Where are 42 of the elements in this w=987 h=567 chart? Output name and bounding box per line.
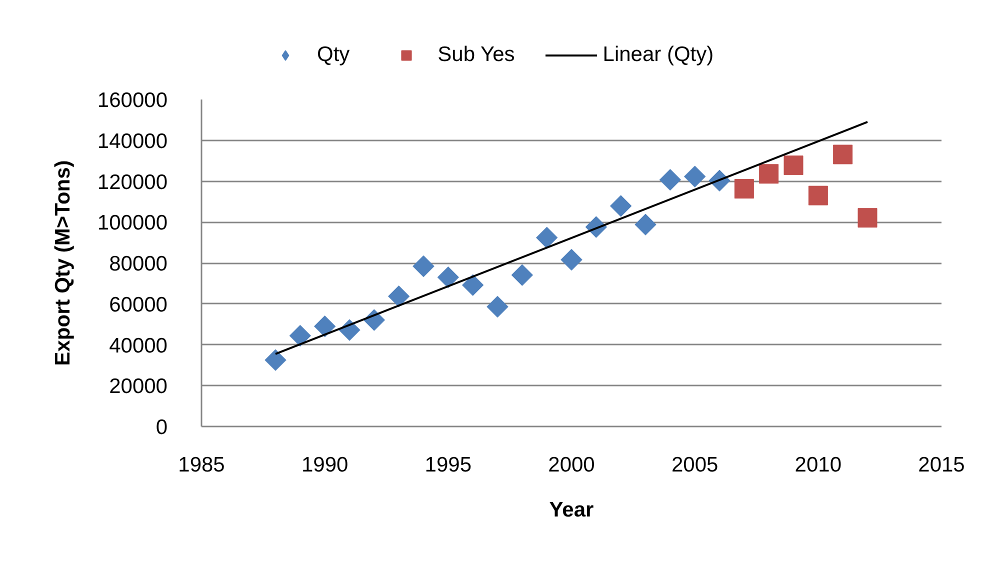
y-tick-label: 60000 <box>109 293 168 316</box>
x-tick-label: 1990 <box>301 454 348 476</box>
y-tick-label: 120000 <box>97 170 168 194</box>
y-tick-label: 20000 <box>109 375 168 398</box>
point <box>833 144 853 164</box>
y-tick-label: 80000 <box>109 252 168 276</box>
point <box>437 266 460 288</box>
y-tick-label: 100000 <box>97 212 168 235</box>
point <box>462 274 484 296</box>
point <box>388 285 410 308</box>
point <box>511 264 534 286</box>
x-tick-label: 2000 <box>548 454 595 476</box>
y-tick-label: 40000 <box>109 334 168 358</box>
point <box>659 168 682 191</box>
point <box>536 226 558 249</box>
legend-label: Qty <box>317 43 350 67</box>
point <box>734 179 754 199</box>
x-tick-label: 2010 <box>794 454 842 476</box>
x-axis-title: Year <box>549 498 594 522</box>
point <box>486 296 508 318</box>
point <box>759 164 779 184</box>
y-tick-label: 140000 <box>97 130 168 153</box>
point <box>610 195 632 217</box>
y-tick-label: 160000 <box>97 89 168 112</box>
x-tick-label: 2015 <box>918 454 965 476</box>
point <box>264 349 286 371</box>
y-axis-title: Export Qty (M>Tons) <box>51 160 74 366</box>
point <box>784 156 804 176</box>
point <box>560 248 582 271</box>
legend-label: Sub Yes <box>438 43 515 67</box>
point <box>289 324 312 347</box>
point <box>858 208 878 228</box>
y-tick-label: 0 <box>156 416 168 439</box>
x-tick-label: 1985 <box>178 454 225 476</box>
point <box>314 316 336 338</box>
point <box>634 214 656 236</box>
point <box>684 166 706 188</box>
point <box>808 186 828 206</box>
legend-label: Linear (Qty) <box>602 43 714 67</box>
x-tick-label: 2005 <box>671 454 718 476</box>
x-tick-label: 1995 <box>424 454 472 476</box>
point <box>412 255 434 278</box>
